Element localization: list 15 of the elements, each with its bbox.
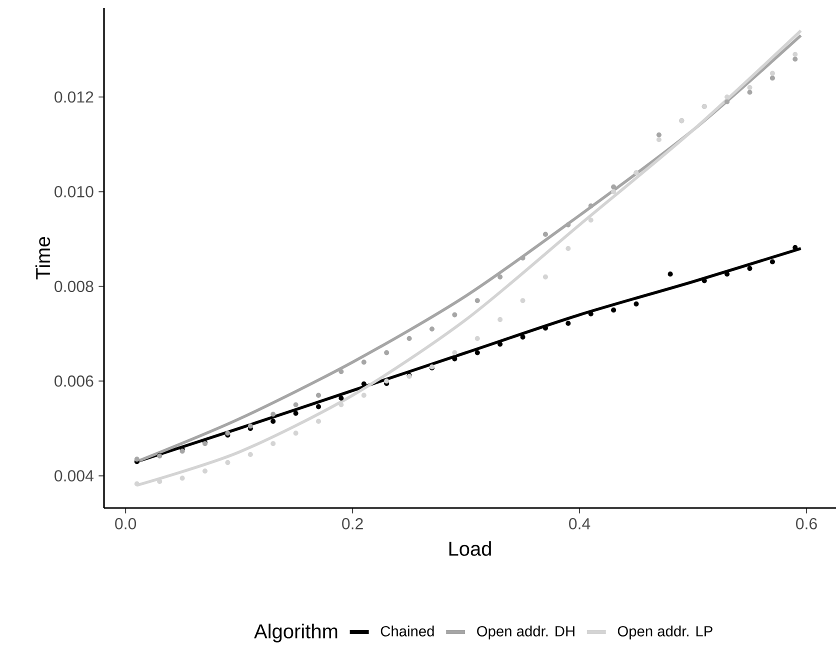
y-tick-label: 0.004 xyxy=(54,470,94,482)
x-tick-label: 0.2 xyxy=(342,518,363,530)
y-tick-label: 0.008 xyxy=(54,280,94,292)
y-tick-label: 0.010 xyxy=(54,186,94,198)
legend-title: Algorithm xyxy=(254,624,338,642)
x-tick-label: 0.4 xyxy=(569,518,590,530)
y-tick-label: 0.006 xyxy=(54,375,94,387)
y-axis-title: Time xyxy=(35,237,50,280)
legend-label: Open addr. LP xyxy=(618,626,712,640)
y-tick-label: 0.012 xyxy=(54,91,94,103)
legend-label: Chained xyxy=(380,626,434,636)
x-tick-label: 0.6 xyxy=(796,518,817,530)
x-axis-title: Load xyxy=(449,541,491,556)
x-tick-label: 0.0 xyxy=(115,518,136,530)
legend-label: Open addr. DH xyxy=(477,626,574,640)
